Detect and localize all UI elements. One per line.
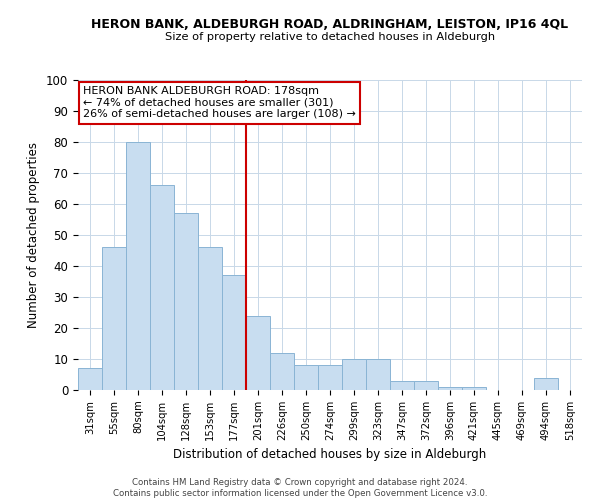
Bar <box>534 378 558 390</box>
Bar <box>246 316 270 390</box>
Text: Size of property relative to detached houses in Aldeburgh: Size of property relative to detached ho… <box>165 32 495 42</box>
Bar <box>294 365 318 390</box>
Bar <box>414 380 438 390</box>
Bar <box>222 276 246 390</box>
X-axis label: Distribution of detached houses by size in Aldeburgh: Distribution of detached houses by size … <box>173 448 487 462</box>
Bar <box>462 387 486 390</box>
Bar <box>342 359 366 390</box>
Bar <box>174 214 198 390</box>
Bar <box>390 380 414 390</box>
Bar <box>78 368 102 390</box>
Text: HERON BANK, ALDEBURGH ROAD, ALDRINGHAM, LEISTON, IP16 4QL: HERON BANK, ALDEBURGH ROAD, ALDRINGHAM, … <box>91 18 569 30</box>
Bar <box>366 359 390 390</box>
Text: Contains HM Land Registry data © Crown copyright and database right 2024.
Contai: Contains HM Land Registry data © Crown c… <box>113 478 487 498</box>
Bar <box>438 387 462 390</box>
Bar <box>198 248 222 390</box>
Text: HERON BANK ALDEBURGH ROAD: 178sqm
← 74% of detached houses are smaller (301)
26%: HERON BANK ALDEBURGH ROAD: 178sqm ← 74% … <box>83 86 356 120</box>
Bar <box>318 365 342 390</box>
Y-axis label: Number of detached properties: Number of detached properties <box>28 142 40 328</box>
Bar <box>270 353 294 390</box>
Bar <box>150 186 174 390</box>
Bar <box>102 248 126 390</box>
Bar <box>126 142 150 390</box>
